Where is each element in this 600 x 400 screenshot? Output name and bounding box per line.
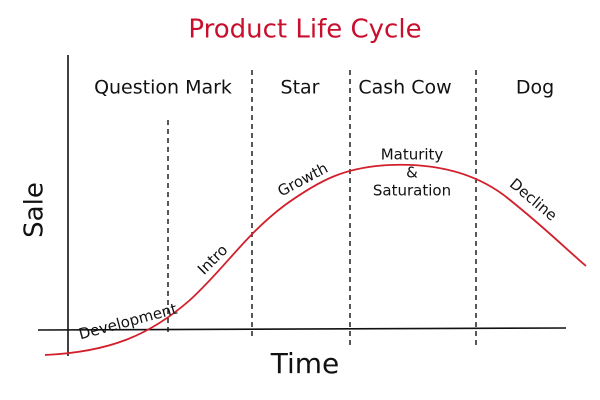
y-axis-label: Sale xyxy=(20,182,50,238)
x-axis xyxy=(37,327,567,331)
phase-label: Star xyxy=(281,77,320,99)
stage-label: Maturity xyxy=(381,146,444,164)
stage-label: Intro xyxy=(194,241,231,278)
stage-label: Decline xyxy=(506,175,561,225)
phase-label: Question Mark xyxy=(94,77,232,99)
title: Product Life Cycle xyxy=(188,15,421,45)
stage-label: & xyxy=(406,164,418,182)
x-axis-label: Time xyxy=(270,347,340,380)
stage-label: Growth xyxy=(275,159,331,200)
phase-label: Dog xyxy=(516,77,554,99)
stage-label: Saturation xyxy=(373,182,451,200)
phase-label: Cash Cow xyxy=(358,77,451,99)
life-cycle-curve xyxy=(44,163,587,356)
stage-label: Development xyxy=(77,300,179,344)
